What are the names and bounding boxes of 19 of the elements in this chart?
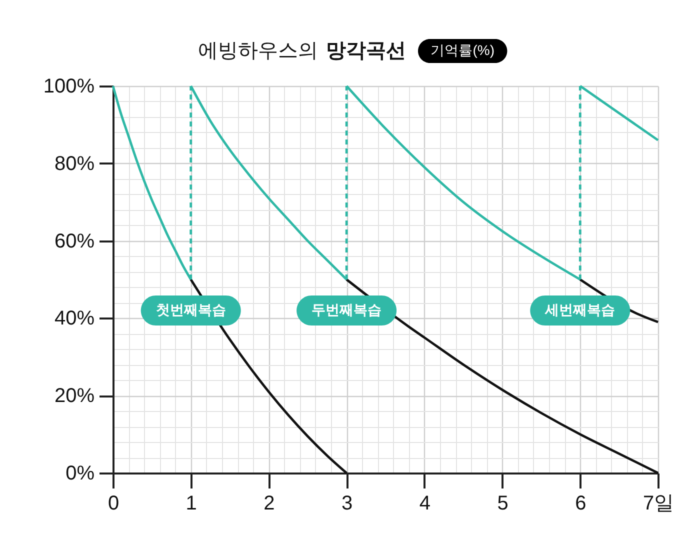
y-tick-label: 0% <box>66 462 95 484</box>
x-tick-label: 0 <box>108 492 120 514</box>
x-tick-label: 5 <box>497 492 508 514</box>
y-tick-label: 40% <box>54 308 95 330</box>
x-tick-label: 2 <box>264 492 275 514</box>
annotation: 두번째복습 <box>312 302 382 318</box>
y-tick-label: 100% <box>43 76 95 98</box>
x-tick-label: 3 <box>342 492 353 514</box>
y-axis-title: 기억률(%) <box>430 42 494 58</box>
x-tick-label: 4 <box>419 492 430 514</box>
y-tick-label: 80% <box>54 152 95 175</box>
y-tick-label: 20% <box>54 385 95 408</box>
x-tick-label: 7일 <box>642 492 674 514</box>
annotation: 세번째복습 <box>544 302 616 318</box>
x-tick-label: 1 <box>186 492 197 514</box>
x-tick-label: 6 <box>575 492 586 514</box>
annotation: 첫번째복습 <box>156 302 226 318</box>
y-tick-label: 60% <box>54 230 95 252</box>
chart-title: 에빙하우스의 망각곡선 <box>198 40 406 62</box>
